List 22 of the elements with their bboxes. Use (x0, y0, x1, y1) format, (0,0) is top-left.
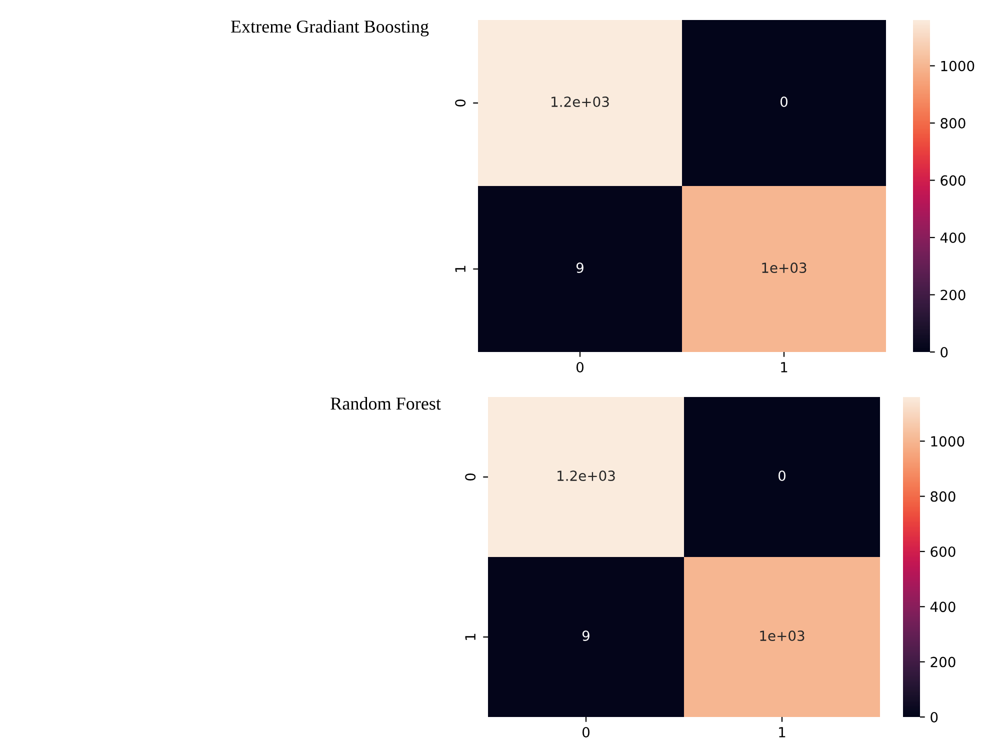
color-bar-label: 200 (940, 290, 966, 300)
color-bar-label: 400 (940, 232, 966, 243)
data-label: 9 (576, 262, 584, 274)
color-bar-label: 1000 (931, 436, 964, 447)
data-label: 9 (582, 630, 590, 642)
data-label: 0 (778, 470, 786, 482)
data-label: 1.2e+03 (552, 96, 609, 108)
color-bar-label: 0 (940, 346, 948, 358)
color-bar-label: 0 (930, 712, 938, 722)
data-label: 1e+03 (760, 630, 804, 642)
color-bar-label: 600 (930, 546, 956, 557)
color-bar-label: 800 (930, 491, 956, 502)
color-bar-label: 1000 (941, 60, 974, 72)
color-bar-label: 600 (940, 175, 966, 186)
chart-title: Random Forest (330, 397, 441, 410)
color-bar-label: 200 (930, 656, 956, 668)
data-label: 1e+03 (762, 262, 806, 274)
text: Extreme Gradiant Boosting (230, 20, 429, 36)
data-label: 1.2e+03 (558, 470, 615, 482)
color-bar-label: 400 (930, 602, 956, 612)
data-label: 0 (780, 96, 788, 108)
color-bar-label: 800 (940, 118, 966, 129)
